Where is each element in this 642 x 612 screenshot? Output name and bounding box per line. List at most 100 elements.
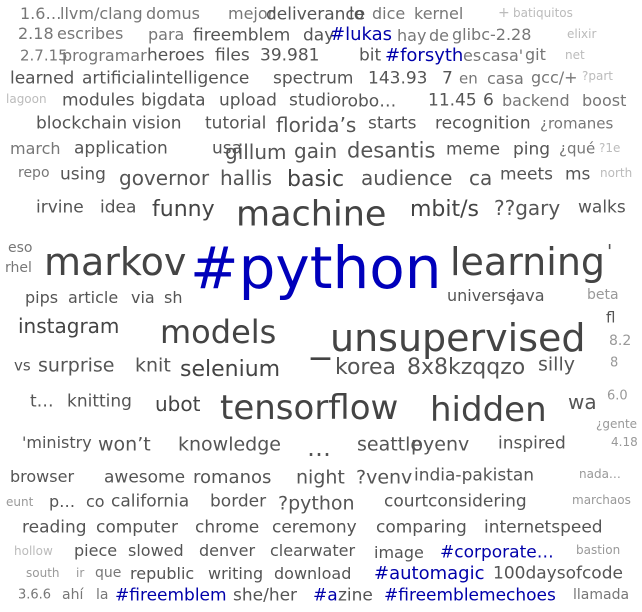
cloud-word: korea (335, 355, 396, 380)
cloud-word: ?python (278, 492, 355, 515)
cloud-word: deliverance (266, 4, 366, 25)
cloud-word: la (96, 587, 109, 603)
cloud-word: learned (10, 68, 75, 89)
cloud-word: via (131, 288, 155, 307)
cloud-word: spectrum (273, 68, 354, 89)
cloud-word: hidden (430, 390, 547, 430)
cloud-word: 2.7.15 (20, 46, 68, 65)
cloud-word: robo… (341, 91, 397, 112)
cloud-word: modules (62, 90, 135, 111)
cloud-word: es (463, 46, 482, 65)
cloud-word: 1.6… (20, 4, 62, 23)
cloud-word: silly (538, 353, 575, 376)
cloud-word: #a (313, 585, 338, 606)
cloud-word: beta (587, 287, 619, 303)
cloud-word: ir (76, 566, 85, 580)
cloud-word: 100daysofcode (493, 563, 623, 584)
cloud-word: ?venv (356, 466, 413, 489)
cloud-word: ¿gente (596, 417, 638, 431)
cloud-word: 143.93 (368, 68, 428, 89)
cloud-word: computer (96, 517, 178, 538)
cloud-word: pips (25, 288, 59, 307)
cloud-word: para (148, 25, 185, 44)
cloud-word: markov (44, 240, 187, 284)
cloud-word: 3.6.6 (18, 587, 52, 603)
cloud-word: elixir (567, 27, 597, 41)
cloud-word: batiquitos (513, 6, 573, 20)
cloud-word: usa (212, 138, 243, 159)
cloud-word: java (511, 286, 545, 305)
cloud-word: march (10, 139, 61, 158)
cloud-word: + (498, 5, 510, 21)
cloud-word: #python (190, 234, 442, 302)
cloud-word: domus (146, 4, 201, 23)
cloud-word: casa' (482, 46, 524, 65)
cloud-word: selenium (180, 357, 281, 382)
cloud-word: en (459, 69, 478, 88)
cloud-word: _unsupervised (311, 316, 586, 360)
cloud-word: day (303, 25, 335, 46)
cloud-word: pyenv (411, 433, 470, 456)
cloud-word: browser (10, 467, 75, 486)
cloud-word: blockchain (36, 113, 128, 134)
cloud-word: zine (338, 585, 373, 606)
cloud-word: writing (208, 564, 264, 583)
cloud-word: ubot (155, 392, 201, 416)
cloud-word: mejor (228, 4, 275, 23)
cloud-word: romanos (193, 467, 272, 488)
cloud-word: ahí (62, 587, 84, 603)
cloud-word: ' (607, 240, 613, 263)
cloud-word: heroes (147, 45, 205, 66)
cloud-word: desantis (347, 138, 436, 163)
cloud-word: image (374, 543, 424, 562)
cloud-word: mbit/s (410, 197, 480, 222)
cloud-word: bit (359, 45, 382, 66)
cloud-word: #lukas (330, 24, 393, 45)
cloud-word: gain (294, 139, 338, 163)
cloud-word: ceremony (272, 517, 357, 538)
cloud-word: meme (446, 139, 501, 160)
cloud-word: meets (500, 164, 554, 185)
cloud-word: won’t (98, 433, 151, 456)
cloud-word: co (86, 492, 105, 511)
cloud-word: ?1e (599, 141, 621, 155)
cloud-word: 8.2 (609, 333, 632, 349)
cloud-word: bastion (576, 543, 621, 557)
cloud-word: machine (236, 194, 387, 235)
cloud-word: 'ministry (22, 433, 92, 452)
cloud-word: #forsyth (385, 45, 464, 66)
cloud-word: git (525, 45, 546, 64)
cloud-word: india-pakistan (414, 465, 535, 486)
cloud-word: north (600, 166, 633, 180)
cloud-word: que (95, 565, 122, 581)
cloud-word: ¿romanes (540, 114, 614, 133)
cloud-word: 8x8kzqqzo (407, 355, 526, 380)
cloud-word: recognition (435, 113, 531, 134)
cloud-word: 6.0 (607, 388, 628, 404)
cloud-word: 2.18 (18, 24, 54, 43)
cloud-word: tensorflow (220, 388, 399, 428)
cloud-word: application (74, 138, 168, 159)
cloud-word: boost (582, 91, 627, 110)
cloud-word: walks (578, 197, 626, 218)
cloud-word: instagram (18, 314, 120, 338)
cloud-word: casa (487, 69, 524, 88)
cloud-word: 7 (442, 68, 453, 89)
cloud-word: surprise (38, 354, 115, 377)
cloud-word: comparing (376, 517, 467, 538)
cloud-word: 6 (483, 90, 494, 111)
cloud-word: court (384, 491, 429, 512)
cloud-word: fireemblem (193, 25, 291, 46)
cloud-word: reading (22, 517, 87, 538)
cloud-word: universe (447, 286, 516, 305)
cloud-word: vision (132, 113, 182, 134)
cloud-word: chrome (195, 517, 260, 538)
cloud-word: florida’s (276, 113, 357, 137)
cloud-word: sh (164, 288, 183, 307)
cloud-word: using (60, 164, 106, 185)
cloud-word: net (565, 48, 585, 62)
cloud-word: #automagic (374, 563, 485, 584)
cloud-word: repo (18, 165, 50, 181)
cloud-word: gcc/+ (531, 68, 578, 87)
cloud-word: lagoon (6, 92, 47, 106)
